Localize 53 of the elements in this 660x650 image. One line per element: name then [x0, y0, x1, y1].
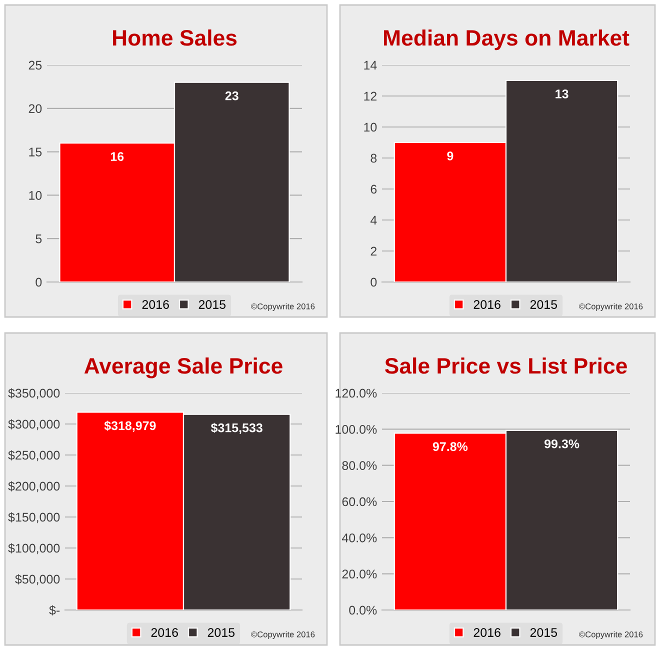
- legend-label: 2016: [474, 628, 500, 637]
- chart-title: Sale Price vs List Price: [384, 357, 627, 374]
- y-tick-label: 0: [36, 278, 42, 287]
- data-label: 99.3%: [544, 439, 580, 448]
- legend-label: 2016: [151, 628, 178, 637]
- y-tick-label: 25: [28, 60, 42, 70]
- chart-title: Home Sales: [112, 29, 237, 46]
- chart-title: Average Sale Price: [84, 357, 282, 378]
- y-tick-label: 2: [370, 246, 377, 256]
- y-tick-label: $250,000: [8, 450, 60, 462]
- data-label: 16: [110, 152, 124, 161]
- y-tick-label: 4: [370, 216, 377, 225]
- y-tick-label: 6: [370, 184, 377, 194]
- y-tick-label: 10: [364, 122, 377, 132]
- legend-label: 2015: [530, 300, 558, 309]
- text: ©Copywrite 2016: [579, 303, 643, 311]
- y-tick-label: 10: [29, 191, 42, 200]
- legend-label: 2016: [474, 300, 500, 309]
- y-tick-label: 15: [29, 148, 42, 156]
- y-tick-label: 120.0%: [336, 388, 377, 398]
- legend-label: 2015: [198, 300, 226, 309]
- y-tick-label: 12: [364, 92, 377, 101]
- y-tick-label: 14: [364, 60, 377, 70]
- data-label: 23: [225, 91, 238, 100]
- legend-label: 2015: [208, 628, 235, 637]
- data-label: $315,533: [210, 422, 262, 434]
- y-tick-label: 20.0%: [342, 570, 377, 578]
- y-tick-label: 40.0%: [342, 533, 377, 542]
- y-tick-label: 60.0%: [342, 497, 377, 506]
- data-label: $318,979: [104, 420, 156, 432]
- data-label: 13: [556, 90, 568, 98]
- y-tick-label: 0.0%: [349, 606, 377, 615]
- y-tick-label: 80.0%: [342, 461, 377, 470]
- y-tick-label: $300,000: [8, 419, 60, 430]
- y-tick-label: 8: [370, 154, 377, 163]
- data-label: 9: [447, 152, 454, 160]
- y-tick-label: $50,000: [15, 574, 60, 586]
- data-label: 97.8%: [432, 442, 468, 452]
- y-tick-label: 0: [370, 278, 377, 287]
- chart-title: Median Days on Market: [384, 29, 630, 50]
- text: ©Copywrite 2016: [251, 631, 315, 639]
- text: ©Copywrite 2016: [579, 631, 643, 639]
- text: ©Copywrite 2016: [251, 303, 315, 311]
- y-tick-label: 100.0%: [336, 424, 377, 434]
- legend-label: 2016: [142, 300, 169, 309]
- y-tick-label: $150,000: [8, 512, 60, 524]
- y-tick-label: 5: [36, 234, 42, 244]
- y-tick-label: $350,000: [8, 388, 60, 400]
- y-tick-label: $200,000: [8, 481, 60, 492]
- legend-label: 2015: [530, 628, 558, 637]
- y-tick-label: $-: [49, 605, 60, 616]
- y-tick-label: 20: [28, 104, 42, 114]
- y-tick-label: $100,000: [8, 543, 60, 554]
